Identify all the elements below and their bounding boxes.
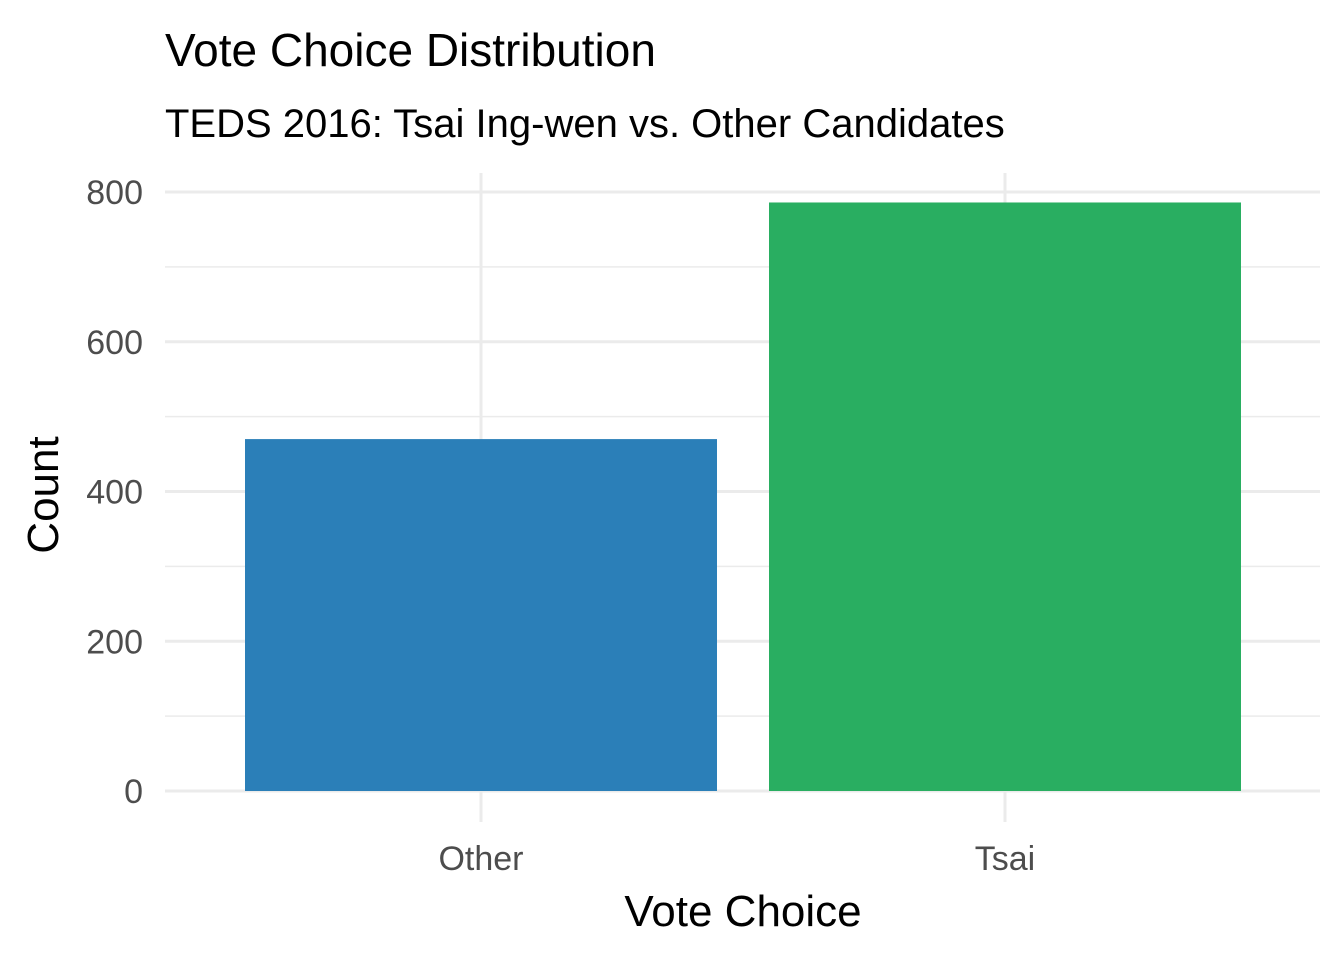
chart-subtitle: TEDS 2016: Tsai Ing-wen vs. Other Candid… [165,102,1005,146]
x-axis-title: Vote Choice [624,887,861,936]
bars [245,202,1241,792]
y-axis-title: Count [19,436,68,553]
x-tick-label: Other [438,840,523,878]
y-tick-label: 800 [86,174,143,212]
bar-other [245,439,717,791]
chart-title: Vote Choice Distribution [165,24,656,76]
y-tick-label: 0 [124,773,143,811]
y-tick-label: 200 [86,623,143,661]
x-tick-labels: Other Tsai [438,840,1035,878]
y-tick-label: 400 [86,474,143,512]
x-tick-label: Tsai [975,840,1035,878]
bar-tsai [769,202,1241,792]
y-tick-label: 600 [86,324,143,362]
y-tick-labels: 0 200 400 600 800 [86,174,143,811]
